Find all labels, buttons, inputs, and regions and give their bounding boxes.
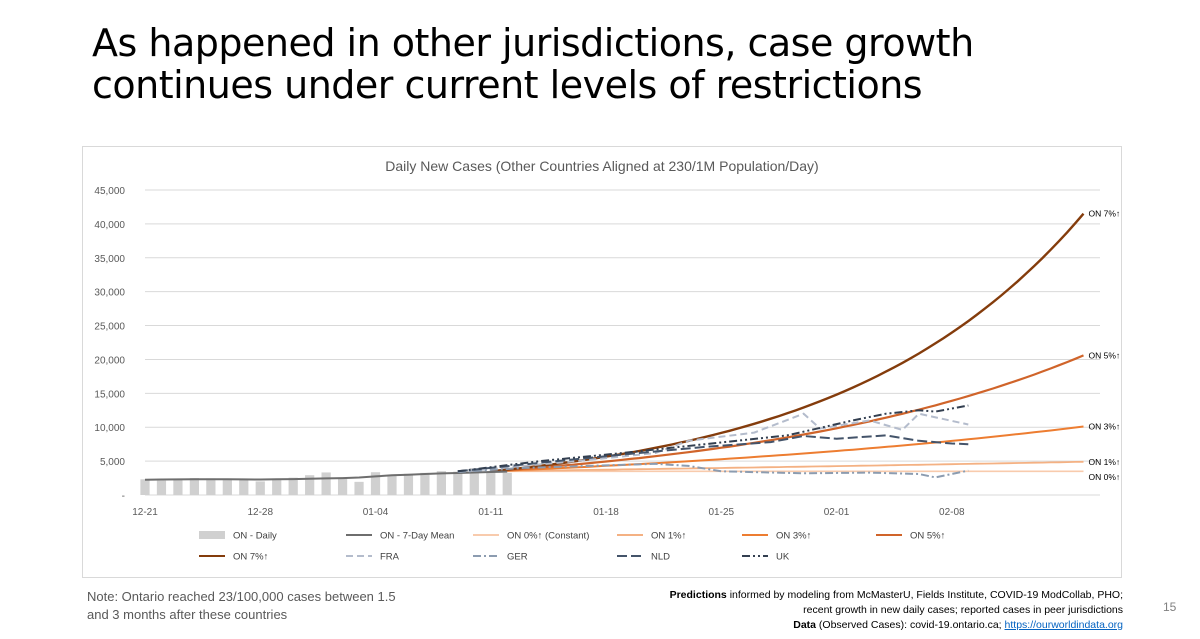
projection-end-label: ON 5%↑ — [1089, 350, 1121, 360]
y-tick-label: 10,000 — [94, 423, 125, 434]
projection-line-on1 — [490, 460, 1084, 473]
on-daily-bar — [403, 473, 414, 495]
on-daily-bar — [486, 472, 496, 495]
on-7day-mean-line — [144, 470, 508, 481]
on-daily-bar — [337, 478, 348, 495]
predictions-label: Predictions — [669, 589, 727, 601]
legend-label-on5: ON 5%↑ — [910, 531, 945, 542]
x-tick-label: 12-28 — [247, 507, 273, 518]
on-daily-bar — [288, 477, 298, 495]
on-daily-bar — [387, 474, 397, 495]
credits-line-1: Predictions informed by modeling from Mc… — [563, 588, 1123, 603]
chart-frame — [82, 146, 1122, 578]
ourworldindata-link[interactable]: https://ourworldindata.org — [1004, 619, 1123, 631]
on-daily-bar — [206, 478, 216, 495]
y-tick-label: 35,000 — [94, 254, 125, 265]
footnote-line-1: Note: Ontario reached 23/100,000 cases b… — [87, 589, 396, 604]
legend-label-on_daily: ON - Daily — [233, 531, 277, 542]
y-tick-label: 25,000 — [94, 322, 125, 333]
projection-end-label: ON 7%↑ — [1089, 209, 1121, 219]
data-text: (Observed Cases): covid-19.ontario.ca; — [816, 619, 1005, 631]
country-line-uk — [457, 404, 969, 473]
legend-label-on7: ON 7%↑ — [233, 552, 268, 563]
x-tick-label: 01-18 — [593, 507, 619, 518]
x-tick-label: 02-08 — [939, 507, 965, 518]
data-label: Data — [793, 619, 817, 631]
legend-label-nld: NLD — [651, 552, 670, 563]
credits-line-3: Data (Observed Cases): covid-19.ontario.… — [563, 618, 1123, 633]
on-daily-bar — [354, 481, 364, 495]
y-tick-label: - — [122, 491, 125, 502]
footnote-line-2: and 3 months after these countries — [87, 607, 288, 622]
page-number: 15 — [1163, 600, 1177, 614]
legend-label-ger: GER — [507, 552, 528, 563]
daily-new-cases-chart: Daily New Cases (Other Countries Aligned… — [94, 158, 1121, 563]
on-daily-bar — [321, 472, 331, 495]
country-line-fra — [457, 412, 969, 473]
projection-line-on5 — [490, 354, 1084, 473]
on-daily-bar — [222, 479, 232, 495]
legend-label-fra: FRA — [380, 552, 400, 563]
on-daily-bar — [272, 479, 282, 495]
x-tick-label: 01-11 — [478, 507, 503, 518]
slide-title: As happened in other jurisdictions, case… — [92, 22, 1092, 106]
projection-end-label: ON 0%↑ — [1089, 472, 1121, 482]
on-daily-bar — [156, 480, 167, 495]
y-tick-label: 15,000 — [94, 389, 125, 400]
on-daily-bar — [239, 479, 249, 495]
predictions-text: informed by modeling from McMasterU, Fie… — [726, 589, 1123, 601]
chart-title: Daily New Cases (Other Countries Aligned… — [385, 158, 818, 174]
x-tick-label: 01-25 — [709, 507, 735, 518]
on-daily-bar — [436, 471, 446, 495]
on-daily-bar — [420, 472, 430, 495]
legend-label-on3: ON 3%↑ — [776, 531, 811, 542]
on-daily-bar — [453, 471, 463, 495]
y-tick-label: 30,000 — [94, 288, 125, 299]
x-tick-label: 01-04 — [363, 507, 389, 518]
legend-label-on0: ON 0%↑ (Constant) — [507, 531, 589, 542]
country-line-nld — [457, 434, 969, 473]
on-daily-bar — [370, 472, 381, 495]
x-tick-label: 02-01 — [824, 507, 850, 518]
y-tick-label: 45,000 — [94, 186, 125, 197]
on-daily-bar — [502, 472, 512, 495]
country-line-ger — [457, 462, 969, 479]
y-tick-label: 40,000 — [94, 220, 125, 231]
on-daily-bar — [255, 481, 265, 495]
legend-label-on1: ON 1%↑ — [651, 531, 686, 542]
on-daily-bar — [140, 479, 150, 495]
on-daily-bar — [469, 468, 479, 495]
x-tick-label: 12-21 — [132, 507, 158, 518]
projection-end-label: ON 1%↑ — [1089, 457, 1121, 467]
legend-label-uk: UK — [776, 552, 790, 563]
on-daily-bar — [305, 475, 315, 495]
y-tick-label: 20,000 — [94, 355, 125, 366]
legend-label-on_mean: ON - 7-Day Mean — [380, 531, 454, 542]
slide-title-line-2: continues under current levels of restri… — [92, 63, 923, 107]
sources-credits: Predictions informed by modeling from Mc… — [563, 588, 1123, 633]
footnote: Note: Ontario reached 23/100,000 cases b… — [87, 588, 447, 624]
y-tick-label: 5,000 — [100, 457, 125, 468]
on-daily-bar — [173, 478, 183, 495]
legend-swatch-on_daily — [199, 531, 225, 539]
projection-line-on7 — [490, 212, 1085, 473]
projection-end-label: ON 3%↑ — [1089, 422, 1121, 432]
credits-line-2: recent growth in new daily cases; report… — [803, 604, 1123, 616]
on-daily-bar — [189, 478, 200, 495]
slide-title-line-1: As happened in other jurisdictions, case… — [92, 21, 974, 65]
